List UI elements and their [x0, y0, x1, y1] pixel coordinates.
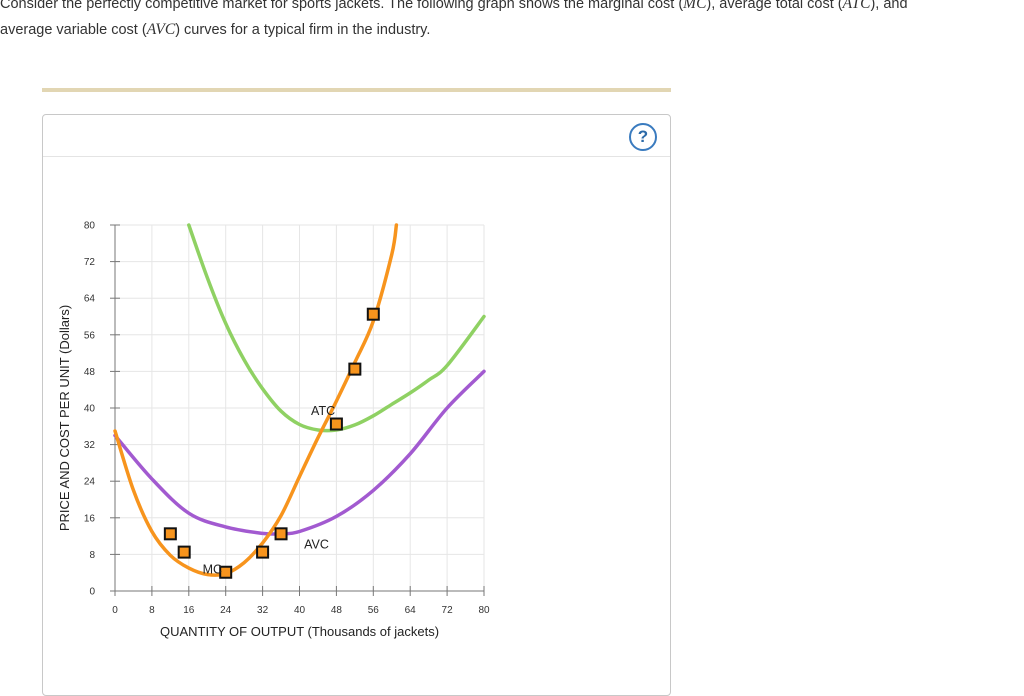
graph-panel: ? 0 8 16 24 32 40 48 56 64 72 80 0 8 16 24 32 40 48 56 64 72… — [42, 114, 671, 696]
x-tick-label: 16 — [183, 605, 195, 616]
y-tick-label: 32 — [84, 440, 96, 451]
curve-mc — [113, 223, 399, 577]
mc-point-marker-6 — [329, 417, 343, 431]
mc-point-marker-3 — [219, 565, 233, 579]
x-tick-label: 8 — [149, 605, 155, 616]
cost-curves-chart: 0 8 16 24 32 40 48 56 64 72 80 0 8 16 24 32 40 48 56 64 72 80… — [57, 221, 490, 640]
avc-abbr: AVC — [146, 21, 176, 38]
mc-point-marker-5 — [274, 527, 288, 541]
y-tick-label: 24 — [84, 477, 96, 488]
mc-abbr: MC — [683, 0, 707, 12]
x-tick-label: 0 — [112, 605, 118, 616]
mc-point-marker-2 — [177, 545, 191, 559]
help-icon[interactable]: ? — [629, 123, 657, 151]
curve-atc — [187, 223, 486, 433]
y-tick-label: 0 — [89, 587, 95, 598]
x-axis-title: QUANTITY OF OUTPUT (Thousands of jackets… — [160, 624, 439, 639]
y-tick-label: 8 — [89, 550, 95, 561]
curve-label-mc: MC — [203, 563, 222, 577]
mc-point-marker-7 — [348, 362, 362, 376]
x-tick-label: 40 — [294, 605, 306, 616]
atc-abbr: ATC — [842, 0, 871, 12]
intro-line-1: Consider the perfectly competitive marke… — [0, 0, 1024, 17]
curve-label-avc: AVC — [304, 537, 329, 551]
marker-layer — [163, 307, 380, 579]
y-tick-label: 56 — [84, 330, 96, 341]
mc-point-marker-1 — [163, 527, 177, 541]
x-tick-label: 24 — [220, 605, 232, 616]
label-layer: MC AVC ATC — [203, 404, 335, 577]
axis-layer: 0 8 16 24 32 40 48 56 64 72 80 0 8 16 24 32 40 48 56 64 72 80… — [57, 221, 490, 640]
y-tick-label: 64 — [84, 294, 96, 305]
x-tick-label: 80 — [478, 605, 490, 616]
x-tick-label: 48 — [331, 605, 343, 616]
x-tick-label: 64 — [405, 605, 417, 616]
y-tick-label: 48 — [84, 367, 96, 378]
intro-text: Consider the perfectly competitive marke… — [0, 0, 1024, 43]
y-tick-label: 16 — [84, 513, 96, 524]
curve-layer — [113, 223, 486, 577]
mc-point-marker-4 — [256, 545, 270, 559]
intro-line-2: average variable cost (AVC) curves for a… — [0, 21, 431, 38]
x-tick-label: 72 — [442, 605, 454, 616]
curve-avc — [113, 369, 486, 536]
y-axis-title: PRICE AND COST PER UNIT (Dollars) — [57, 305, 72, 531]
y-tick-label: 40 — [84, 404, 96, 415]
mc-point-marker-8 — [366, 307, 380, 321]
x-tick-label: 56 — [368, 605, 380, 616]
x-tick-label: 32 — [257, 605, 269, 616]
y-tick-label: 80 — [84, 221, 96, 232]
curve-label-atc: ATC — [311, 404, 335, 418]
panel-header-rule — [43, 156, 670, 157]
section-divider — [42, 88, 671, 92]
y-tick-label: 72 — [84, 257, 96, 268]
